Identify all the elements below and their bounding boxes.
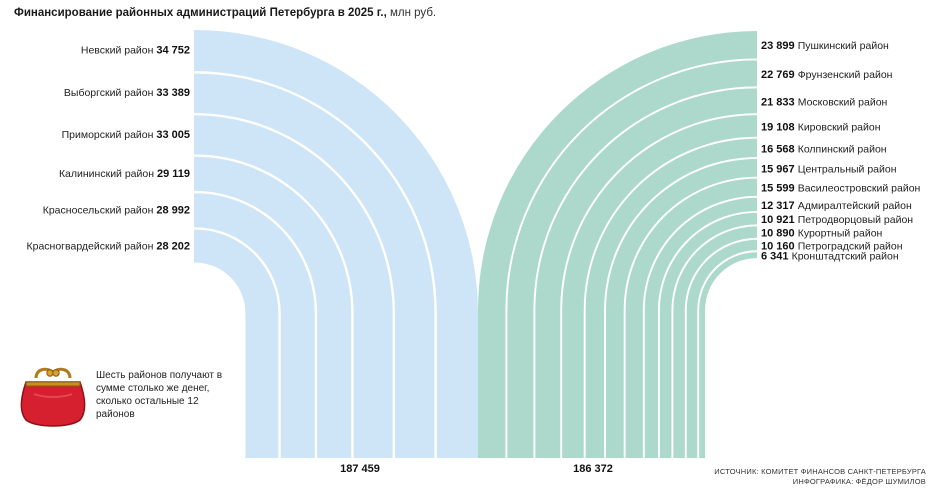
left-band-cap-3 (194, 115, 196, 155)
district-name: Петроградский район (798, 240, 903, 252)
district-name: Красногвардейский район (27, 240, 157, 252)
left-bands (194, 30, 478, 459)
district-value: 15 967 (761, 163, 798, 175)
note-text: Шесть районов получают в сумме столько ж… (96, 370, 223, 420)
right-label-2: 22 769 Фрунзенский район (761, 69, 893, 81)
left-band-6 (195, 229, 279, 458)
district-value: 6 341 (761, 251, 792, 263)
district-value: 12 317 (761, 200, 798, 212)
left-band-cap-2 (194, 73, 196, 114)
purse-icon (14, 364, 92, 433)
left-label-4: Калининский район 29 119 (59, 168, 190, 180)
left-band-cap-4 (194, 156, 196, 191)
left-band-cap-6 (194, 229, 196, 263)
district-name: Московский район (798, 96, 888, 108)
district-value: 10 921 (761, 214, 798, 226)
source-block: ИСТОЧНИК: КОМИТЕТ ФИНАНСОВ САНКТ-ПЕТЕРБУ… (714, 467, 926, 487)
district-value: 10 160 (761, 240, 798, 252)
right-band-1 (478, 31, 757, 458)
right-label-1: 23 899 Пушкинский район (761, 40, 889, 52)
right-band-7 (625, 178, 757, 459)
district-name: Кронштадтский район (792, 251, 899, 263)
right-band-8 (644, 197, 757, 458)
district-value: 15 599 (761, 183, 798, 195)
district-name: Кировский район (798, 121, 881, 133)
chart-title-main: Финансирование районных администраций Пе… (14, 7, 387, 19)
source-line: ИСТОЧНИК: КОМИТЕТ ФИНАНСОВ САНКТ-ПЕТЕРБУ… (714, 467, 926, 476)
right-band-4 (562, 115, 757, 458)
right-label-4: 19 108 Кировский район (761, 121, 881, 133)
district-name: Курортный район (798, 228, 883, 240)
district-name: Колпинский район (798, 143, 887, 155)
district-name: Выборгский район (64, 87, 156, 99)
right-label-5: 16 568 Колпинский район (761, 143, 887, 155)
district-value: 21 833 (761, 96, 798, 108)
right-label-3: 21 833 Московский район (761, 96, 888, 108)
district-name: Приморский район (62, 129, 157, 141)
right-label-8: 12 317 Адмиралтейский район (761, 200, 912, 212)
right-label-7: 15 599 Василеостровский район (761, 183, 921, 195)
credit-line: ИНФОГРАФИКА: ФЁДОР ШУМИЛОВ (792, 477, 926, 486)
left-total: 187 459 (340, 463, 380, 475)
left-band-cap-1 (194, 30, 196, 72)
district-name: Невский район (81, 44, 156, 56)
right-band-10 (673, 226, 757, 458)
right-label-12: 6 341 Кронштадтский район (761, 251, 899, 263)
right-total: 186 372 (573, 463, 613, 475)
right-band-11 (686, 239, 757, 458)
left-label-6: Красногвардейский район 28 202 (27, 240, 191, 252)
right-label-10: 10 890 Курортный район (761, 228, 883, 240)
district-name: Василеостровский район (798, 183, 921, 195)
right-band-6 (606, 159, 757, 458)
left-band-2 (195, 73, 435, 458)
district-name: Калининский район (59, 168, 157, 180)
district-name: Адмиралтейский район (798, 200, 912, 212)
chart-title: Финансирование районных администраций Пе… (14, 7, 436, 19)
right-band-12 (699, 252, 757, 458)
right-band-9 (659, 212, 757, 458)
district-name: Фрунзенский район (798, 69, 893, 81)
district-name: Красносельский район (43, 205, 157, 217)
district-value: 33 389 (156, 87, 190, 99)
district-value: 23 899 (761, 40, 798, 52)
district-value: 19 108 (761, 121, 798, 133)
right-label-9: 10 921 Петродворцовый район (761, 214, 913, 226)
left-label-5: Красносельский район 28 992 (43, 205, 190, 217)
left-band-3 (195, 115, 393, 459)
right-band-5 (585, 138, 757, 458)
left-band-5 (195, 193, 315, 458)
left-band-1 (195, 30, 478, 458)
left-band-cap-5 (194, 193, 196, 228)
right-label-6: 15 967 Центральный район (761, 163, 897, 175)
left-label-1: Невский район 34 752 (81, 44, 190, 56)
left-label-2: Выборгский район 33 389 (64, 87, 190, 99)
right-bands (478, 31, 757, 459)
district-value: 28 992 (156, 205, 190, 217)
right-band-2 (507, 60, 757, 459)
chart-title-unit: млн руб. (386, 7, 437, 19)
district-value: 22 769 (761, 69, 798, 81)
district-name: Петродворцовый район (798, 214, 914, 226)
chart-labels: Невский район 34 752 Выборгский район 33 … (27, 40, 921, 475)
left-band-4 (195, 156, 352, 459)
district-value: 10 890 (761, 228, 798, 240)
right-band-3 (535, 88, 757, 458)
district-value: 28 202 (156, 240, 190, 252)
left-label-3: Приморский район 33 005 (62, 129, 190, 141)
right-label-11: 10 160 Петроградский район (761, 240, 903, 252)
district-value: 34 752 (156, 44, 190, 56)
district-value: 16 568 (761, 143, 798, 155)
district-name: Пушкинский район (798, 40, 889, 52)
district-value: 29 119 (157, 168, 190, 180)
district-name: Центральный район (798, 163, 897, 175)
district-value: 33 005 (156, 129, 190, 141)
